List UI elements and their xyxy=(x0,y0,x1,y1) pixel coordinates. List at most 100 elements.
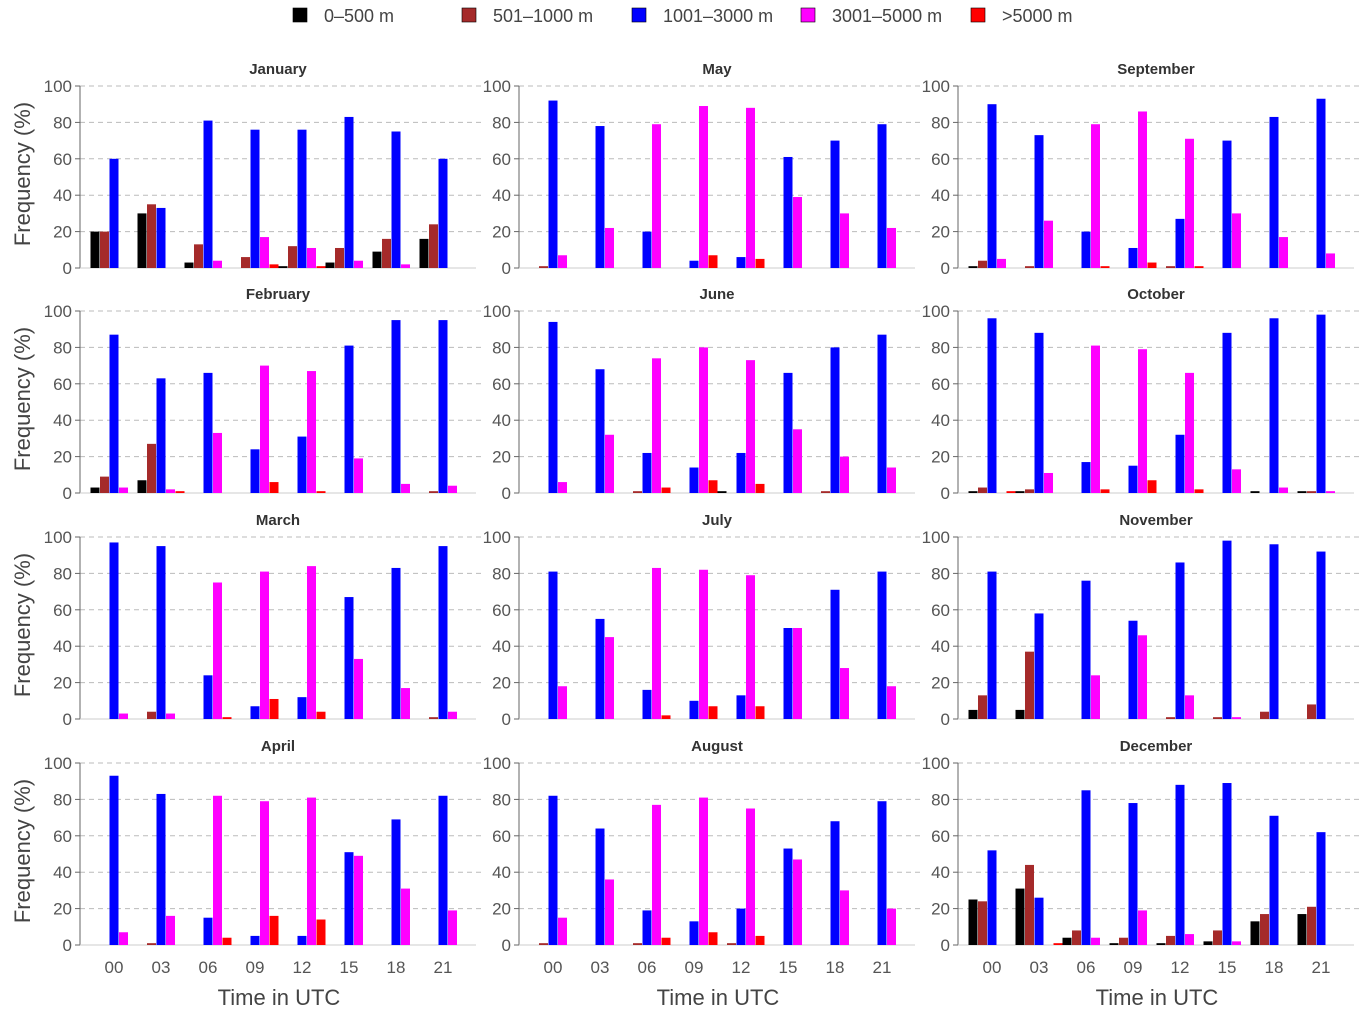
bar xyxy=(1138,635,1147,719)
bar xyxy=(1044,220,1053,268)
y-axis-label: Frequency (%) xyxy=(10,327,35,471)
y-tick-label: 80 xyxy=(931,113,950,132)
bar xyxy=(978,695,987,719)
x-axis-label: Time in UTC xyxy=(218,985,341,1010)
bar xyxy=(250,129,260,268)
y-tick-label: 0 xyxy=(502,710,511,729)
y-tick-label: 40 xyxy=(53,186,72,205)
panel-january: January 0 20 40 60 80 100 xyxy=(44,61,481,278)
y-tick-label: 80 xyxy=(931,338,950,357)
bar xyxy=(297,129,307,268)
y-tick-label: 60 xyxy=(53,827,72,846)
y-tick-label: 20 xyxy=(931,448,950,467)
bar xyxy=(325,262,335,268)
y-tick-label: 20 xyxy=(53,448,72,467)
bar xyxy=(260,365,269,493)
bar xyxy=(877,801,887,945)
bar xyxy=(1279,487,1288,493)
bar xyxy=(250,449,260,493)
y-tick-label: 0 xyxy=(941,259,950,278)
bar xyxy=(821,491,830,493)
bar xyxy=(307,371,316,493)
y-tick-label: 20 xyxy=(492,448,511,467)
y-tick-label: 40 xyxy=(931,863,950,882)
bar xyxy=(727,943,736,945)
panel-title: November xyxy=(1119,512,1193,529)
bar xyxy=(203,675,213,719)
y-tick-label: 40 xyxy=(53,637,72,656)
bar xyxy=(1232,717,1241,719)
bar xyxy=(1025,489,1034,493)
bar xyxy=(344,116,354,268)
bar xyxy=(335,247,344,268)
bar xyxy=(147,943,156,945)
bar xyxy=(307,797,316,945)
bar xyxy=(316,711,326,719)
bar xyxy=(1269,318,1279,493)
bar xyxy=(887,686,896,719)
bar xyxy=(354,658,363,719)
bar xyxy=(1015,709,1025,719)
bar xyxy=(661,937,671,945)
y-tick-label: 100 xyxy=(922,77,950,96)
panel-april: April 0 20 40 60 80 100 00 03 06 09 12 15 18 21 xyxy=(44,738,481,977)
bar xyxy=(1307,906,1316,945)
bar xyxy=(968,491,978,493)
bar xyxy=(1279,237,1288,268)
x-tick-label: 09 xyxy=(1124,958,1143,977)
bar xyxy=(448,485,457,493)
bar xyxy=(699,347,708,493)
y-tick-label: 20 xyxy=(53,900,72,919)
bar xyxy=(1166,266,1175,268)
y-tick-label: 40 xyxy=(492,863,511,882)
bar xyxy=(401,483,410,493)
bar xyxy=(840,456,849,493)
bar xyxy=(1232,941,1241,945)
bar xyxy=(595,618,605,719)
bar xyxy=(633,943,642,945)
bar xyxy=(100,476,109,493)
bar xyxy=(1175,784,1185,945)
bar xyxy=(1166,717,1175,719)
bar xyxy=(755,935,765,945)
y-tick-label: 40 xyxy=(53,411,72,430)
bar xyxy=(1025,864,1034,945)
bar xyxy=(746,575,755,719)
bar xyxy=(558,255,567,268)
bar xyxy=(1326,253,1335,268)
bar xyxy=(642,910,652,945)
bar xyxy=(968,266,978,268)
x-tick-label: 12 xyxy=(732,958,751,977)
bar xyxy=(1081,580,1091,719)
panel-november: November 0 20 40 60 80 100 xyxy=(922,512,1359,729)
bar xyxy=(1025,266,1034,268)
bar xyxy=(755,706,765,719)
x-tick-label: 21 xyxy=(1312,958,1331,977)
bar xyxy=(1194,266,1204,268)
y-tick-label: 60 xyxy=(53,150,72,169)
x-tick-label: 00 xyxy=(105,958,124,977)
bar xyxy=(1185,934,1194,945)
bar xyxy=(119,932,128,945)
bar xyxy=(783,156,793,268)
legend-swatch xyxy=(292,7,308,23)
bar xyxy=(642,689,652,719)
y-tick-label: 80 xyxy=(931,564,950,583)
y-tick-label: 100 xyxy=(922,528,950,547)
bar xyxy=(184,262,194,268)
x-tick-label: 12 xyxy=(1171,958,1190,977)
bar xyxy=(316,919,326,945)
bar xyxy=(783,372,793,493)
bar xyxy=(269,915,279,945)
bar xyxy=(1138,910,1147,945)
y-tick-label: 80 xyxy=(492,338,511,357)
bar xyxy=(260,801,269,945)
bar xyxy=(278,266,288,268)
bar xyxy=(119,487,128,493)
bar xyxy=(429,491,438,493)
bar xyxy=(736,695,746,719)
bar xyxy=(137,213,147,268)
bar xyxy=(147,711,156,719)
bar xyxy=(1034,897,1044,945)
